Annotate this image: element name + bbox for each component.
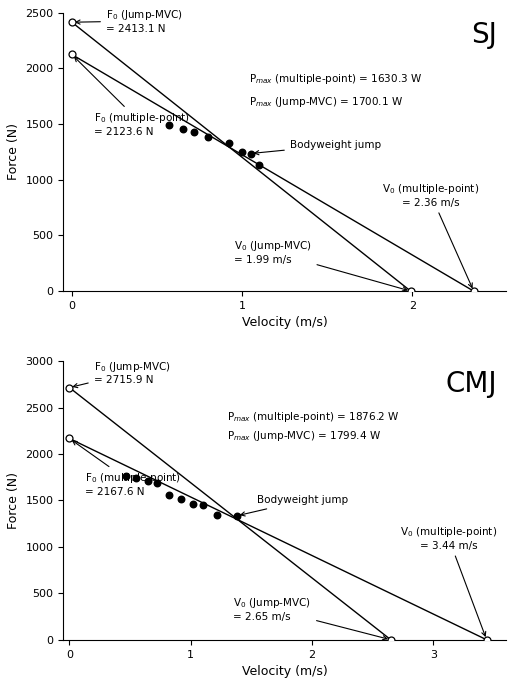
Text: F$_0$ (Jump-MVC)
= 2413.1 N: F$_0$ (Jump-MVC) = 2413.1 N [76, 8, 183, 34]
Point [233, 510, 241, 521]
Text: Bodyweight jump: Bodyweight jump [254, 140, 381, 155]
Point [165, 120, 173, 131]
Text: P$_{max}$ (multiple-point) = 1876.2 W: P$_{max}$ (multiple-point) = 1876.2 W [227, 410, 400, 424]
Text: P$_{max}$ (Jump-MVC) = 1700.1 W: P$_{max}$ (Jump-MVC) = 1700.1 W [249, 95, 403, 109]
X-axis label: Velocity (m/s): Velocity (m/s) [242, 665, 328, 678]
X-axis label: Velocity (m/s): Velocity (m/s) [242, 316, 328, 329]
Point [255, 160, 263, 171]
Y-axis label: Force (N): Force (N) [7, 472, 20, 529]
Point [153, 477, 161, 488]
Point [132, 473, 140, 484]
Y-axis label: Force (N): Force (N) [7, 123, 20, 180]
Point [204, 132, 212, 142]
Text: Bodyweight jump: Bodyweight jump [241, 495, 348, 516]
Text: F$_0$ (multiple-point)
= 2167.6 N: F$_0$ (multiple-point) = 2167.6 N [73, 441, 181, 497]
Point [199, 499, 207, 510]
Point [238, 147, 246, 158]
Point [213, 510, 222, 521]
Text: V$_0$ (Jump-MVC)
= 1.99 m/s: V$_0$ (Jump-MVC) = 1.99 m/s [233, 239, 407, 291]
Point [189, 499, 197, 510]
Point [122, 471, 130, 482]
Point [144, 475, 152, 486]
Point [179, 123, 187, 134]
Point [190, 126, 199, 137]
Point [247, 148, 255, 159]
Point [165, 490, 173, 501]
Point [177, 494, 185, 505]
Text: F$_0$ (Jump-MVC)
= 2715.9 N: F$_0$ (Jump-MVC) = 2715.9 N [73, 360, 170, 388]
Text: V$_0$ (multiple-point)
= 2.36 m/s: V$_0$ (multiple-point) = 2.36 m/s [382, 182, 479, 288]
Text: P$_{max}$ (multiple-point) = 1630.3 W: P$_{max}$ (multiple-point) = 1630.3 W [249, 73, 423, 86]
Text: F$_0$ (multiple-point)
= 2123.6 N: F$_0$ (multiple-point) = 2123.6 N [75, 58, 190, 137]
Text: SJ: SJ [471, 21, 497, 49]
Text: V$_0$ (multiple-point)
= 3.44 m/s: V$_0$ (multiple-point) = 3.44 m/s [400, 525, 497, 636]
Text: P$_{max}$ (Jump-MVC) = 1799.4 W: P$_{max}$ (Jump-MVC) = 1799.4 W [227, 429, 381, 443]
Point [224, 138, 232, 149]
Text: CMJ: CMJ [446, 369, 497, 397]
Text: V$_0$ (Jump-MVC)
= 2.65 m/s: V$_0$ (Jump-MVC) = 2.65 m/s [233, 597, 387, 640]
